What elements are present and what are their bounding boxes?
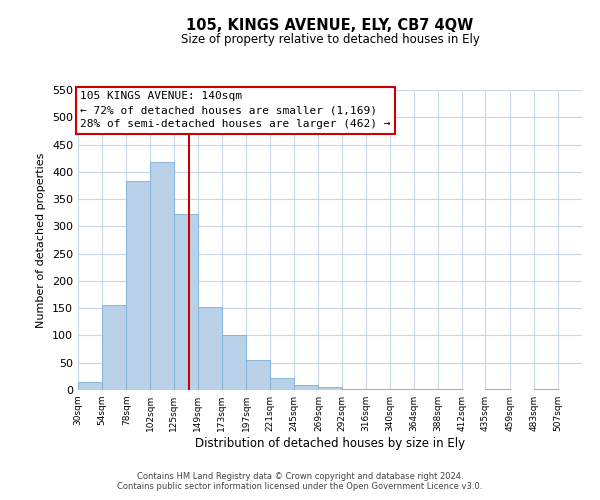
Bar [270,378,294,390]
Bar [102,306,126,390]
Text: Size of property relative to detached houses in Ely: Size of property relative to detached ho… [181,32,479,46]
Text: Contains public sector information licensed under the Open Government Licence v3: Contains public sector information licen… [118,482,482,491]
Bar [198,307,222,390]
Y-axis label: Number of detached properties: Number of detached properties [37,152,46,328]
Bar [126,181,151,390]
Bar [294,384,319,390]
Text: Contains HM Land Registry data © Crown copyright and database right 2024.: Contains HM Land Registry data © Crown c… [137,472,463,481]
Bar [173,214,198,390]
Bar [341,389,366,390]
Bar [246,360,270,390]
X-axis label: Distribution of detached houses by size in Ely: Distribution of detached houses by size … [195,437,465,450]
Text: 105, KINGS AVENUE, ELY, CB7 4QW: 105, KINGS AVENUE, ELY, CB7 4QW [187,18,473,32]
Bar [319,388,341,390]
Bar [222,336,246,390]
Text: 105 KINGS AVENUE: 140sqm
← 72% of detached houses are smaller (1,169)
28% of sem: 105 KINGS AVENUE: 140sqm ← 72% of detach… [80,91,391,129]
Bar [78,382,102,390]
Bar [151,162,173,390]
